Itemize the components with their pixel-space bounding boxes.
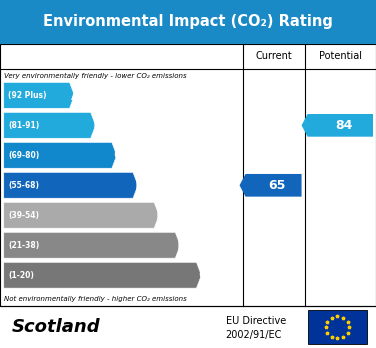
Text: (21-38): (21-38) [8, 241, 39, 250]
Text: (69-80): (69-80) [8, 151, 39, 160]
Text: Potential: Potential [319, 51, 362, 61]
Text: Current: Current [255, 51, 292, 61]
Text: Environmental Impact (CO₂) Rating: Environmental Impact (CO₂) Rating [43, 14, 333, 29]
Text: (1-20): (1-20) [8, 271, 34, 280]
Polygon shape [4, 262, 202, 288]
Text: (55-68): (55-68) [8, 181, 39, 190]
Text: B: B [92, 118, 104, 133]
Text: D: D [135, 178, 147, 193]
Text: 2002/91/EC: 2002/91/EC [226, 331, 282, 340]
Polygon shape [4, 232, 180, 258]
Text: Scotland: Scotland [11, 318, 100, 336]
Bar [0, 44, 376, 306]
Text: A: A [71, 88, 83, 103]
Text: Very environmentally friendly - lower CO₂ emissions: Very environmentally friendly - lower CO… [4, 72, 186, 79]
Text: (92 Plus): (92 Plus) [8, 91, 47, 100]
Text: 65: 65 [268, 179, 286, 192]
Text: G: G [198, 268, 211, 283]
Text: (81-91): (81-91) [8, 121, 39, 130]
Polygon shape [4, 142, 117, 168]
Text: (39-54): (39-54) [8, 211, 39, 220]
Text: F: F [177, 238, 187, 253]
Text: 84: 84 [335, 119, 353, 132]
Polygon shape [4, 112, 96, 138]
Polygon shape [4, 82, 74, 108]
Text: Not environmentally friendly - higher CO₂ emissions: Not environmentally friendly - higher CO… [4, 296, 186, 302]
Polygon shape [4, 172, 138, 198]
Text: C: C [114, 148, 124, 163]
Polygon shape [302, 114, 373, 137]
Bar [0, 0, 376, 44]
Polygon shape [4, 203, 159, 228]
Text: E: E [156, 208, 166, 223]
Text: EU Directive: EU Directive [226, 316, 286, 326]
Polygon shape [240, 174, 302, 197]
Bar [308, 310, 367, 344]
